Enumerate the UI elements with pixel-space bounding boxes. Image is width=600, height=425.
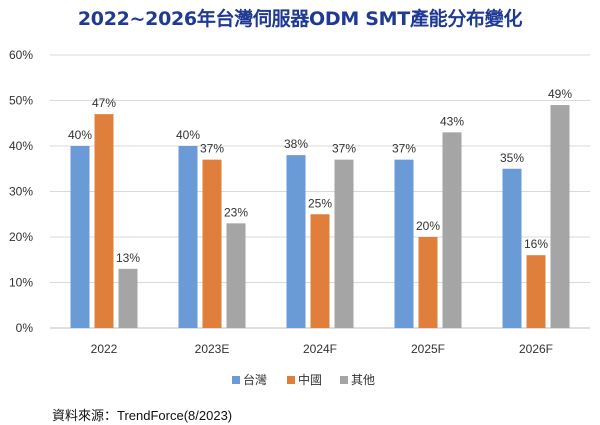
x-tick-label: 2025F [411,342,445,356]
y-tick-label: 40% [9,139,33,153]
data-label: 13% [116,251,140,265]
y-tick-label: 30% [9,185,33,199]
data-label: 35% [500,151,524,165]
bar [310,214,330,328]
data-label: 40% [176,128,200,142]
legend-label: 中國 [298,372,322,387]
data-label: 25% [308,196,332,210]
data-label: 37% [332,142,356,156]
bar [202,159,222,328]
bar [394,159,414,328]
bar [70,146,90,328]
x-tick-label: 2022 [91,342,118,356]
data-label: 47% [92,96,116,110]
x-tick-label: 2026F [519,342,553,356]
data-label: 23% [224,205,248,219]
bar [334,159,354,328]
data-label: 49% [548,87,572,101]
source-note: 資料來源：TrendForce(8/2023) [52,408,233,423]
bar [442,132,462,328]
bar [94,114,114,329]
bar [502,168,522,328]
bar [526,255,546,328]
data-label: 16% [524,237,548,251]
y-tick-label: 60% [9,48,33,62]
legend-label: 其他 [351,373,375,387]
bar [178,146,198,328]
chart-title: 2022~2026年台灣伺服器ODM SMT產能分布變化 [77,8,523,30]
bar [118,268,138,328]
x-tick-label: 2023E [195,342,230,356]
bar [226,223,246,328]
data-label: 37% [200,142,224,156]
data-label: 38% [284,137,308,151]
bar [286,155,306,328]
bar [418,237,438,328]
data-label: 40% [68,128,92,142]
data-label: 43% [440,114,464,128]
y-tick-label: 0% [16,321,34,335]
legend-swatch [287,376,295,384]
legend-swatch [340,376,348,384]
data-label: 20% [416,219,440,233]
legend-swatch [232,376,240,384]
y-tick-label: 10% [9,276,33,290]
bar [550,105,570,328]
y-tick-label: 20% [9,230,33,244]
legend-label: 台灣 [243,372,267,387]
data-label: 37% [392,142,416,156]
y-tick-label: 50% [9,94,33,108]
x-tick-label: 2024F [303,342,337,356]
